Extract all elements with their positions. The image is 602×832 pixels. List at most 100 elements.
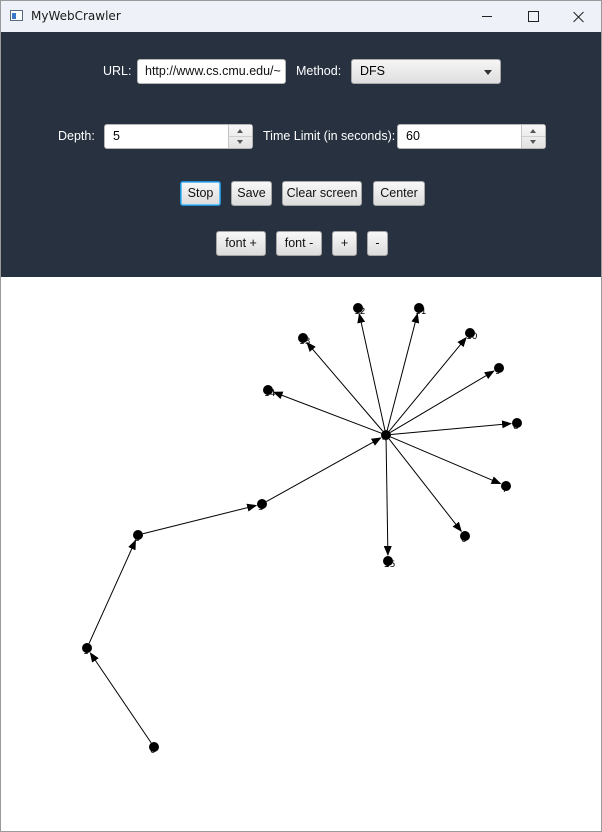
font-decrease-button[interactable]: font -	[276, 231, 322, 256]
url-input[interactable]: http://www.cs.cmu.edu/~	[137, 59, 286, 84]
graph-node-label: 2	[134, 534, 140, 544]
graph-edge-4-9	[390, 370, 495, 433]
graph-node-10[interactable]: 10	[465, 328, 478, 342]
minimize-icon	[482, 16, 492, 17]
graph-node-dot	[257, 499, 267, 509]
window-title: MyWebCrawler	[31, 9, 121, 23]
depth-label: Depth:	[58, 129, 95, 143]
graph-node-dot	[512, 418, 522, 428]
method-label: Method:	[296, 64, 342, 78]
stop-button[interactable]: Stop	[180, 181, 221, 206]
graph-node-dot	[494, 363, 504, 373]
time-limit-increment-button[interactable]	[522, 125, 545, 137]
graph-node-label: 1	[83, 647, 89, 657]
graph-node-11[interactable]: 11	[414, 303, 426, 317]
close-button[interactable]	[556, 1, 602, 32]
graph-node-8[interactable]: 8	[512, 418, 522, 432]
chevron-down-icon	[484, 70, 492, 75]
graph-node-13[interactable]: 13	[298, 333, 310, 347]
graph-edge-1-2	[88, 539, 136, 644]
graph-node-dot	[82, 643, 92, 653]
graph-edge-2-3	[142, 503, 258, 535]
graph-edge-4-5	[383, 439, 392, 557]
method-select-value: DFS	[360, 64, 385, 78]
graph-node-dot	[465, 328, 475, 338]
graph-node-dot	[133, 530, 143, 540]
graph-edge-4-8	[390, 420, 513, 436]
graph-node-dot	[414, 303, 424, 313]
graph-node-label: 8	[513, 422, 519, 432]
zoom-out-button[interactable]: -	[367, 231, 388, 256]
graph-node-dot	[501, 481, 511, 491]
minimize-button[interactable]	[464, 1, 510, 32]
graph-node-5[interactable]: 5	[383, 556, 393, 570]
graph-node-label: 11	[415, 307, 426, 317]
graph-edge-4-13	[306, 341, 384, 432]
graph-node-dot	[353, 303, 363, 313]
graph-node-label: 6	[461, 535, 467, 545]
maximize-icon	[527, 11, 539, 22]
graph-edge-4-14	[272, 391, 382, 434]
maximize-button[interactable]	[510, 1, 556, 32]
graph-node-dot	[263, 385, 273, 395]
graph-node-label: 0	[150, 746, 156, 756]
time-limit-label: Time Limit (in seconds):	[263, 129, 396, 143]
app-window-icon	[10, 10, 23, 21]
graph-node-dot	[381, 430, 391, 440]
graph-edge-4-12	[357, 312, 386, 431]
time-limit-decrement-button[interactable]	[522, 137, 545, 148]
control-panel: URL: http://www.cs.cmu.edu/~ Method: DFS…	[1, 32, 601, 277]
graph-node-2[interactable]: 2	[133, 530, 143, 544]
depth-increment-button[interactable]	[229, 125, 252, 137]
graph-node-label: 15	[384, 560, 395, 570]
graph-node-label: 7	[502, 485, 508, 495]
graph-node-15[interactable]: 15	[384, 560, 395, 570]
graph-node-0[interactable]: 0	[149, 742, 159, 756]
center-button[interactable]: Center	[373, 181, 425, 206]
clear-screen-button[interactable]: Clear screen	[282, 181, 362, 206]
graph-edge-4-6	[388, 438, 462, 533]
graph-edge-0-1	[89, 652, 152, 744]
graph-node-dot	[298, 333, 308, 343]
font-increase-button[interactable]: font +	[216, 231, 266, 256]
depth-decrement-button[interactable]	[229, 137, 252, 148]
graph-node-label: 12	[354, 307, 365, 317]
graph-node-label: 14	[264, 389, 276, 399]
depth-spinner-buttons	[228, 125, 252, 148]
graph-node-dot	[383, 556, 393, 566]
time-limit-spinner[interactable]: 60	[397, 124, 546, 149]
graph-edge-4-10	[388, 336, 467, 432]
graph-node-4[interactable]: 4	[381, 430, 391, 444]
zoom-in-button[interactable]: +	[332, 231, 357, 256]
graph-node-dot	[149, 742, 159, 752]
graph-node-label: 3	[258, 503, 264, 513]
graph-canvas[interactable]: 0 1 2 3 4 5 6 7 8 9 10 11 12 13 14 15	[1, 277, 601, 831]
graph-node-dot	[460, 531, 470, 541]
graph-node-6[interactable]: 6	[460, 531, 470, 545]
time-limit-spinner-buttons	[521, 125, 545, 148]
graph-node-label: 4	[382, 434, 388, 444]
graph-node-12[interactable]: 12	[353, 303, 365, 317]
graph-node-label: 10	[466, 332, 478, 342]
method-select[interactable]: DFS	[351, 59, 501, 84]
graph-node-1[interactable]: 1	[82, 643, 92, 657]
graph-node-3[interactable]: 3	[257, 499, 267, 513]
graph-node-label: 9	[495, 367, 501, 377]
graph-node-9[interactable]: 9	[494, 363, 504, 377]
graph-edge-4-7	[390, 436, 502, 485]
graph-edge-3-4	[266, 437, 382, 503]
url-label: URL:	[103, 64, 132, 78]
save-button[interactable]: Save	[231, 181, 272, 206]
time-limit-value: 60	[406, 129, 420, 143]
graph-node-label: 5	[384, 560, 390, 570]
graph-node-7[interactable]: 7	[501, 481, 511, 495]
depth-spinner[interactable]: 5	[104, 124, 253, 149]
graph-edge-4-11	[386, 312, 420, 431]
title-bar[interactable]: MyWebCrawler	[1, 1, 601, 32]
close-icon	[573, 11, 585, 23]
graph-node-label: 13	[299, 337, 310, 347]
depth-value: 5	[113, 129, 120, 143]
graph-node-14[interactable]: 14	[263, 385, 276, 399]
